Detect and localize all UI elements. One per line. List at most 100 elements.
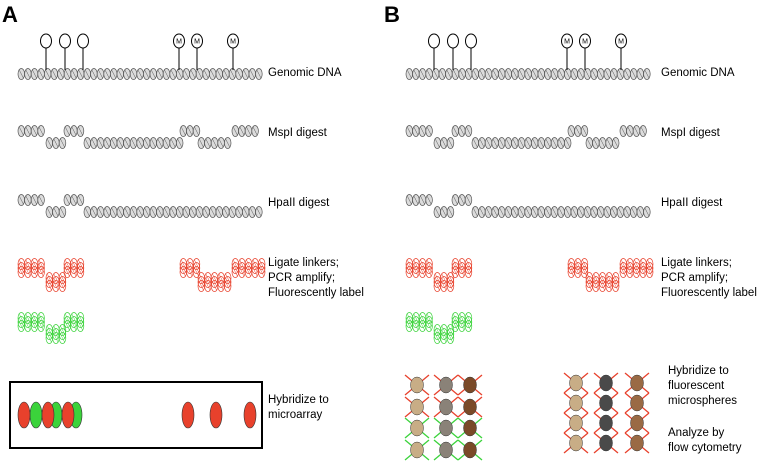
marker-head — [615, 33, 627, 49]
helix-rung — [157, 207, 163, 217]
microsphere — [433, 374, 459, 396]
panel-b-analyze-line-1: Analyze by — [668, 427, 725, 439]
helix-rung — [578, 207, 584, 217]
helix-rung — [25, 69, 31, 79]
helix-rung — [627, 126, 633, 136]
helix-rung — [465, 267, 472, 277]
helix-rung — [637, 207, 643, 217]
helix-rung — [565, 69, 571, 79]
helix-rung — [223, 69, 229, 79]
microsphere — [593, 432, 619, 454]
helix-rung — [441, 207, 447, 217]
helix-rung — [51, 69, 57, 79]
unmethylated-cpg-marker — [40, 33, 52, 70]
bead-body — [410, 398, 424, 416]
genomic-dna-strand-a — [17, 68, 263, 80]
helix-rung — [71, 317, 77, 327]
helix-rung — [459, 317, 465, 327]
helix-rung — [190, 69, 196, 79]
helix-turn — [425, 258, 433, 270]
helix-rung — [130, 69, 137, 79]
helix-turn — [464, 266, 473, 278]
helix-rung — [545, 138, 551, 148]
helix-rung — [104, 207, 110, 217]
methyl-label: M — [618, 39, 624, 46]
helix-rung — [46, 281, 52, 291]
helix-turn — [58, 332, 67, 344]
mspi-fragment-middle-b — [471, 137, 572, 149]
helix-rung — [606, 138, 612, 148]
helix-turn — [192, 262, 201, 274]
methyl-label: M — [194, 39, 200, 46]
helix-rung — [157, 69, 163, 79]
fragment-segment — [567, 125, 589, 137]
helix-rung — [150, 138, 156, 148]
helix-rung — [18, 195, 24, 205]
helix-rung — [419, 263, 426, 273]
helix-rung — [575, 267, 581, 277]
fragment-segment — [433, 206, 455, 218]
red-labelled-product-left-a — [17, 258, 85, 292]
labelled-strand — [405, 316, 433, 328]
helix-rung — [419, 317, 426, 327]
helix-rung — [31, 195, 38, 205]
helix-rung — [187, 267, 193, 277]
helix-rung — [46, 277, 52, 287]
bead-body — [410, 441, 424, 459]
marker-head — [227, 33, 239, 49]
panel-b-hybridize-line-2: fluorescent — [668, 380, 725, 392]
bead-body — [439, 419, 453, 437]
labelled-strand — [405, 320, 433, 332]
labelled-strand — [433, 280, 455, 292]
helix-turn — [76, 262, 85, 274]
labelled-strand — [585, 280, 620, 292]
helix-rung — [465, 126, 472, 136]
helix-rung — [413, 126, 419, 136]
helix-rung — [538, 138, 544, 148]
helix-rung — [620, 126, 626, 136]
microsphere — [404, 374, 430, 396]
helix-rung — [104, 138, 110, 148]
helix-rung — [216, 69, 222, 79]
helix-rung — [64, 321, 70, 331]
helix-rung — [38, 126, 44, 136]
helix-rung — [187, 126, 193, 136]
helix-rung — [434, 329, 440, 339]
helix-rung — [150, 207, 156, 217]
helix-rung — [77, 317, 84, 327]
fragment-segment — [451, 125, 473, 137]
dna-fragments — [17, 68, 654, 344]
helix-rung — [441, 277, 447, 287]
labelled-strand — [619, 262, 654, 274]
microsphere — [433, 439, 459, 461]
helix-rung — [144, 207, 150, 217]
helix-rung — [58, 69, 64, 79]
helix-rung — [465, 263, 472, 273]
green-spot — [29, 401, 43, 429]
helix-rung — [25, 267, 31, 277]
mspi-fragment-right-b — [567, 125, 647, 149]
helix-rung — [591, 207, 597, 217]
helix-turn — [76, 316, 85, 328]
helix-turn — [464, 316, 473, 328]
helix-rung — [640, 263, 646, 273]
helix-turn — [37, 312, 45, 324]
helix-rung — [633, 267, 640, 277]
helix-turn — [37, 316, 45, 328]
panel-b-mspi-digest-label: MspI digest — [661, 127, 721, 139]
helix-rung — [211, 281, 218, 291]
helix-rung — [193, 263, 200, 273]
methylated-cpg-marker: M — [191, 33, 203, 70]
bead-body — [410, 419, 424, 437]
microsphere — [624, 372, 650, 394]
helix-rung — [459, 195, 465, 205]
helix-rung — [130, 207, 137, 217]
unmethylated-cpg-marker — [77, 33, 89, 70]
helix-rung — [633, 126, 640, 136]
microsphere — [457, 396, 483, 418]
helix-rung — [256, 207, 262, 217]
methylated-cpg-marker: M — [615, 33, 627, 70]
helix-rung — [77, 267, 84, 277]
helix-rung — [512, 207, 518, 217]
methyl-label: M — [230, 39, 236, 46]
